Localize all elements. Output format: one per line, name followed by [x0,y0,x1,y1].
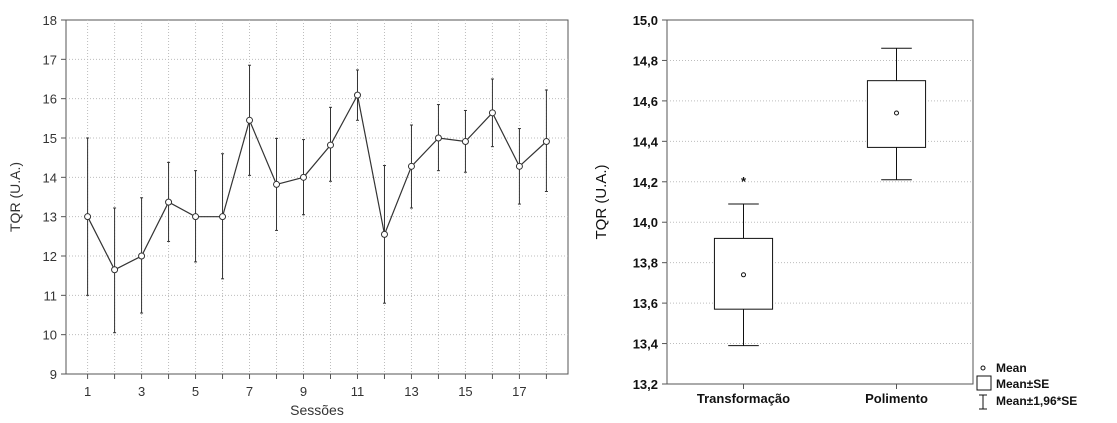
data-point-session-11 [353,91,361,99]
right-y-tick-label-6: 14,4 [633,134,659,149]
legend-se-box [976,375,992,391]
right-y-tick-label-0: 13,2 [633,377,658,392]
data-point-session-2 [111,266,119,274]
data-point-session-7 [246,116,254,124]
data-point-session-9 [300,173,308,181]
data-point-session-12 [380,230,388,238]
left-x-tick-label-7: 15 [458,384,472,399]
legend-mean-label: Mean [996,361,1027,375]
category-label-1: Polimento [865,391,928,406]
data-point-session-5 [192,213,200,221]
legend-se-label: Mean±SE [996,377,1049,391]
left-points [84,91,550,274]
legend: Mean Mean±SE Mean±1,96*SE [976,361,1077,410]
left-y-tick-label-8: 17 [43,52,57,67]
data-point-session-14 [434,134,442,142]
left-y-tick-label-5: 14 [43,170,57,185]
data-point-session-4 [165,198,173,206]
data-point-session-1 [84,213,92,221]
data-point-session-10 [326,141,334,149]
right-plot-frame [666,19,974,385]
right-grid [667,59,973,345]
left-y-axis-label: TQR (U.A.) [7,162,23,232]
right-y-tick-label-2: 13,6 [633,296,658,311]
legend-mean-marker [980,365,986,371]
left-y-tick-label-2: 11 [44,288,58,303]
right-y-ticks: 13,2 13,4 13,6 13,8 14,0 14,2 14,4 14,6 14,8 15,0 [633,13,667,392]
data-point-session-8 [273,180,281,188]
right-y-axis-label: TQR (U.A.) [593,165,610,240]
significance-marker-0: * [741,174,747,189]
se-box-0 [713,237,774,310]
data-point-session-6 [219,213,227,221]
box-chart-groups: 13,2 13,4 13,6 13,8 14,0 14,2 14,4 14,6 14,8 15,0… [593,13,1077,410]
left-y-tick-label-3: 12 [43,249,57,264]
left-grid [66,20,568,374]
right-y-tick-label-5: 14,2 [633,175,658,190]
legend-item-se: Mean±SE [976,375,1049,391]
left-plot-frame [65,19,569,375]
legend-ci-label: Mean±1,96*SE [996,394,1077,408]
left-y-tick-label-6: 15 [43,131,57,146]
category-label-0: Transformação [697,391,790,406]
left-x-tick-label-3: 7 [246,384,253,399]
right-boxes: * [713,47,927,347]
right-y-tick-label-3: 13,8 [633,256,658,271]
mean-marker-0 [741,272,746,278]
left-x-tick-label-1: 3 [138,384,145,399]
left-y-tick-label-9: 18 [43,13,57,28]
right-y-tick-label-1: 13,4 [633,337,659,352]
data-point-session-13 [407,162,415,170]
legend-item-ci: Mean±1,96*SE [979,394,1077,410]
left-x-tick-label-8: 17 [512,384,526,399]
right-y-tick-label-8: 14,8 [633,53,658,68]
left-x-ticks: 1 3 5 7 9 11 13 15 17 [84,374,547,399]
right-y-tick-label-7: 14,6 [633,94,658,109]
legend-item-mean: Mean [980,361,1027,375]
data-point-session-16 [488,109,496,117]
data-point-session-18 [542,138,550,146]
right-y-tick-label-4: 14,0 [633,215,658,230]
left-y-tick-label-0: 9 [50,367,57,382]
left-y-tick-label-1: 10 [43,328,57,343]
left-x-axis-label: Sessões [290,402,344,418]
left-y-ticks: 9 10 11 12 13 14 15 16 17 18 [43,13,66,382]
left-series-line [87,93,547,271]
left-x-tick-label-6: 13 [404,384,418,399]
left-y-tick-label-4: 13 [43,210,57,225]
right-y-tick-label-9: 15,0 [633,13,658,28]
left-y-tick-label-7: 16 [43,92,57,107]
data-point-session-3 [138,252,146,260]
right-x-ticks: Transformação Polimento [697,384,928,406]
data-point-session-17 [515,162,523,170]
data-point-session-15 [461,138,469,146]
left-x-tick-label-2: 5 [192,384,199,399]
left-error-bars [86,64,548,334]
left-x-tick-label-4: 9 [300,384,307,399]
left-x-tick-label-0: 1 [84,384,91,399]
mean-marker-1 [894,110,899,116]
left-x-tick-label-5: 11 [351,384,365,399]
